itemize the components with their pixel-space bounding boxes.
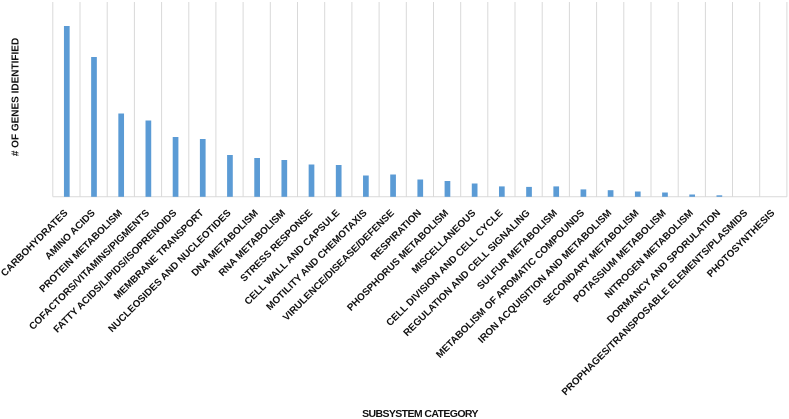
svg-text:# OF GENES IDENTIFIED: # OF GENES IDENTIFIED [11, 38, 22, 156]
svg-text:SUBSYSTEM CATEGORY: SUBSYSTEM CATEGORY [362, 408, 478, 419]
